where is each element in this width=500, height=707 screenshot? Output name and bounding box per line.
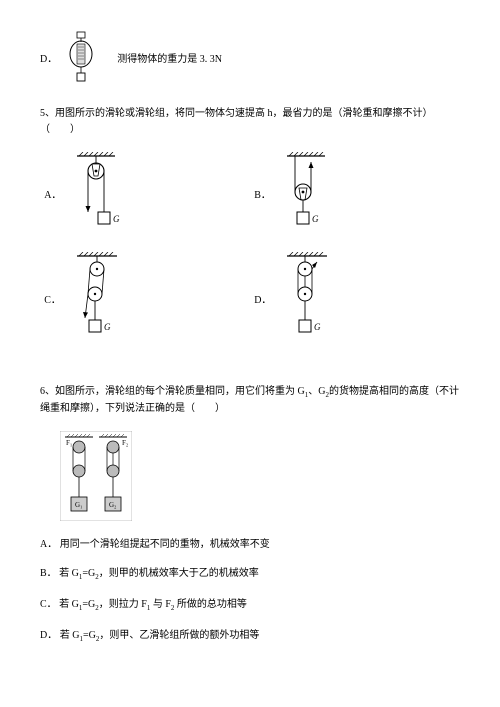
- q6-d-pre: 若 G: [60, 630, 80, 641]
- q6-opt-c: C． 若 G1=G2，则拉力 F1 与 F2 所做的总功相等: [40, 595, 460, 612]
- q6-opt-b: B． 若 G1=G2，则甲的机械效率大于乙的机械效率: [40, 564, 460, 581]
- q6-d-post: ，则甲、乙滑轮组所做的额外功相等: [99, 630, 259, 641]
- q6-b-mid: =G: [82, 568, 95, 579]
- q6-c-p2c: 所做的总功相等: [174, 599, 247, 610]
- q6-b-label: B．: [40, 568, 57, 579]
- q6-options: A． 用同一个滑轮组提起不同的重物，机械效率不变 B． 若 G1=G2，则甲的机…: [40, 535, 460, 643]
- q6-a-label: A．: [40, 539, 57, 550]
- weight-g-label: G: [104, 322, 111, 332]
- q6-c-p2a: ，则拉力 F: [99, 599, 147, 610]
- q5-a-label: A．: [44, 186, 61, 201]
- q5-c-label: C．: [44, 291, 61, 306]
- qprev-option-d: D． 测得物体的重力是 3. 3N: [40, 30, 460, 84]
- q5-choice-d: D．: [254, 252, 456, 344]
- q6-d-label: D．: [40, 630, 57, 641]
- q5-text: 5、用图所示的滑轮或滑轮组，将同一物体匀速提高 h，最省力的是（滑轮重和摩擦不计…: [40, 106, 460, 138]
- q5-choice-b: B． G: [254, 152, 456, 234]
- svg-text:F₂: F₂: [122, 439, 129, 447]
- weight-g-label: G: [113, 214, 120, 224]
- svg-text:G₂: G₂: [109, 501, 117, 509]
- q6-opt-a: A． 用同一个滑轮组提起不同的重物，机械效率不变: [40, 535, 460, 550]
- svg-text:G₁: G₁: [75, 501, 83, 509]
- q6-text-1: 6、如图所示，滑轮组的每个滑轮质量相同，用它们将重为 G: [40, 386, 305, 397]
- weight-g-label: G: [314, 322, 321, 332]
- q6-d-mid: =G: [83, 630, 96, 641]
- pulley-system-c-icon: G: [71, 252, 123, 344]
- qprev-d-text: 测得物体的重力是 3. 3N: [117, 50, 222, 65]
- q5-choice-c: C． G: [44, 252, 246, 344]
- qprev-d-label: D．: [40, 50, 57, 65]
- q6-opt-d: D． 若 G1=G2，则甲、乙滑轮组所做的额外功相等: [40, 626, 460, 643]
- q5-choices: A． G B．: [40, 152, 460, 362]
- q6-text: 6、如图所示，滑轮组的每个滑轮质量相同，用它们将重为 G1、G2的货物提高相同的…: [40, 384, 460, 417]
- q6-c-pre: 若 G: [59, 599, 79, 610]
- q5-choice-a: A． G: [44, 152, 246, 234]
- q6-b-post: ，则甲的机械效率大于乙的机械效率: [99, 568, 259, 579]
- spring-scale-figure: [67, 30, 103, 84]
- weight-g-label: G: [312, 214, 319, 224]
- q6-c-label: C．: [40, 599, 57, 610]
- q5-b-label: B．: [254, 186, 271, 201]
- svg-text:F₁: F₁: [66, 439, 72, 447]
- q6-text-2: 、G: [308, 386, 325, 397]
- q5-d-label: D．: [254, 291, 271, 306]
- pulley-movable-icon: G: [281, 152, 331, 234]
- q6-c-p2b: 与 F: [150, 599, 171, 610]
- q6-a-text: 用同一个滑轮组提起不同的重物，机械效率不变: [60, 539, 270, 550]
- q6-figure: G₁ F₁ G₂ F₂: [60, 431, 460, 521]
- q6-c-mid: =G: [82, 599, 95, 610]
- pulley-system-d-icon: G: [281, 252, 333, 344]
- pulley-fixed-icon: G: [71, 152, 121, 234]
- q6-b-pre: 若 G: [59, 568, 79, 579]
